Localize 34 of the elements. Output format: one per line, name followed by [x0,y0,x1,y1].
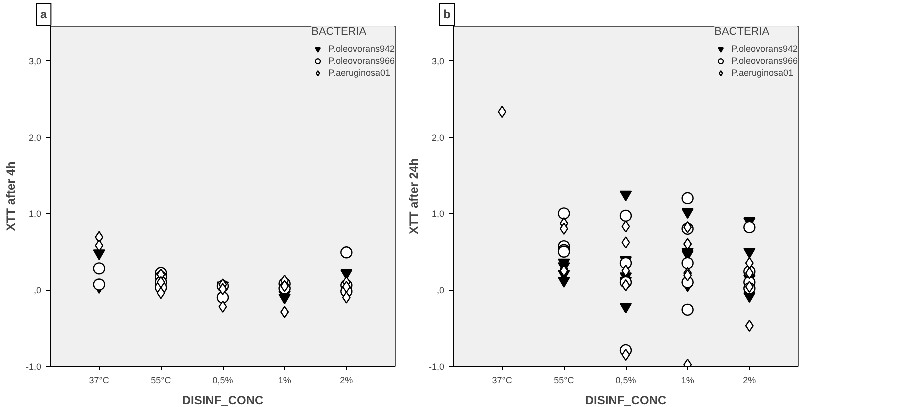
x-tick-label: 0,5% [616,376,636,386]
legend-label: P.oleovorans942 [328,43,395,55]
y-tick-label: 1,0 [432,209,445,220]
y-tick-label: 3,0 [28,56,42,66]
text: a [40,8,48,22]
legend-title: BACTERIA [312,26,368,38]
x-tick-label: 0,5% [212,376,234,386]
x-axis-title: DISINF_CONC [182,394,264,407]
x-tick-label: 37°C [89,376,110,386]
y-tick-label: -1,0 [428,362,445,372]
x-tick-label: 1% [278,376,292,386]
y-tick-label: 3,0 [432,56,445,66]
x-tick-label: 1% [681,376,694,386]
x-axis-title: DISINF_CONC [585,394,668,407]
y-axis-title: XTT after 4h [4,162,18,232]
x-tick-label: 2% [340,376,354,386]
text: b [444,8,451,22]
y-tick-label: ,0 [436,286,445,296]
legend-label: P.aeruginosa01 [328,67,390,79]
legend-label: P.oleovorans966 [732,55,798,67]
y-tick-label: -1,0 [26,362,42,372]
legend-title: BACTERIA [714,26,771,38]
y-tick-label: 1,0 [28,209,42,220]
y-tick-label: 2,0 [432,132,445,143]
x-tick-label: 55°C [151,376,172,386]
legend-label: P.oleovorans966 [328,55,395,67]
y-axis-title: XTT after 24h [406,158,421,235]
y-tick-label: ,0 [34,286,42,296]
legend-label: P.oleovorans942 [732,43,798,55]
x-tick-label: 37°C [492,376,513,386]
x-tick-label: 2% [743,376,756,386]
y-tick-label: 2,0 [28,132,42,143]
x-tick-label: 55°C [554,376,575,386]
legend-label: P.aeruginosa01 [732,67,794,79]
